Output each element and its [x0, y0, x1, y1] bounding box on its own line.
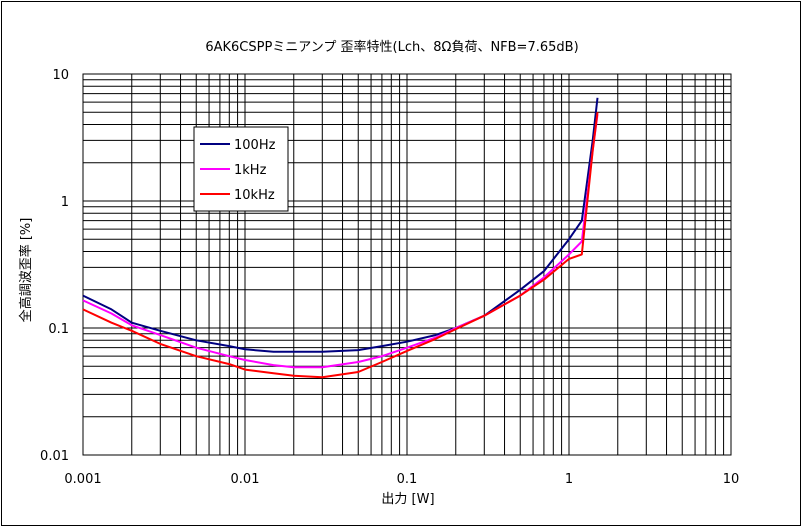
grid — [82, 74, 731, 456]
y-tick-label: 0.1 — [48, 322, 69, 337]
series-layer — [82, 97, 599, 379]
y-tick-label: 10 — [52, 68, 69, 83]
legend: 100Hz 1kHz 10kHz — [193, 126, 289, 212]
legend-label: 1kHz — [234, 163, 267, 178]
plot-area — [82, 73, 732, 456]
x-tick-label: 0.01 — [231, 472, 260, 487]
legend-label: 10kHz — [234, 188, 275, 203]
chart-title: 6AK6CSPPミニアンプ 歪率特性(Lch、8Ω負荷、NFB=7.65dB) — [205, 39, 578, 55]
x-tick-labels: 0.001 0.01 0.1 1 10 — [64, 472, 739, 487]
x-tick-label: 0.001 — [64, 472, 101, 487]
series-line-10khz — [82, 112, 599, 379]
y-tick-label: 0.01 — [40, 449, 69, 464]
x-axis-label: 出力 [W] — [381, 492, 434, 507]
series-line-100hz — [82, 97, 599, 353]
x-tick-label: 1 — [565, 472, 573, 487]
y-axis-label: 全高調波歪率 [%] — [18, 218, 34, 323]
y-tick-label: 1 — [61, 195, 69, 210]
x-tick-label: 10 — [723, 472, 740, 487]
y-tick-labels: 0.01 0.1 1 10 — [40, 68, 69, 464]
legend-label: 100Hz — [234, 138, 276, 153]
series-line-1khz — [82, 114, 599, 369]
x-tick-label: 0.1 — [397, 472, 418, 487]
